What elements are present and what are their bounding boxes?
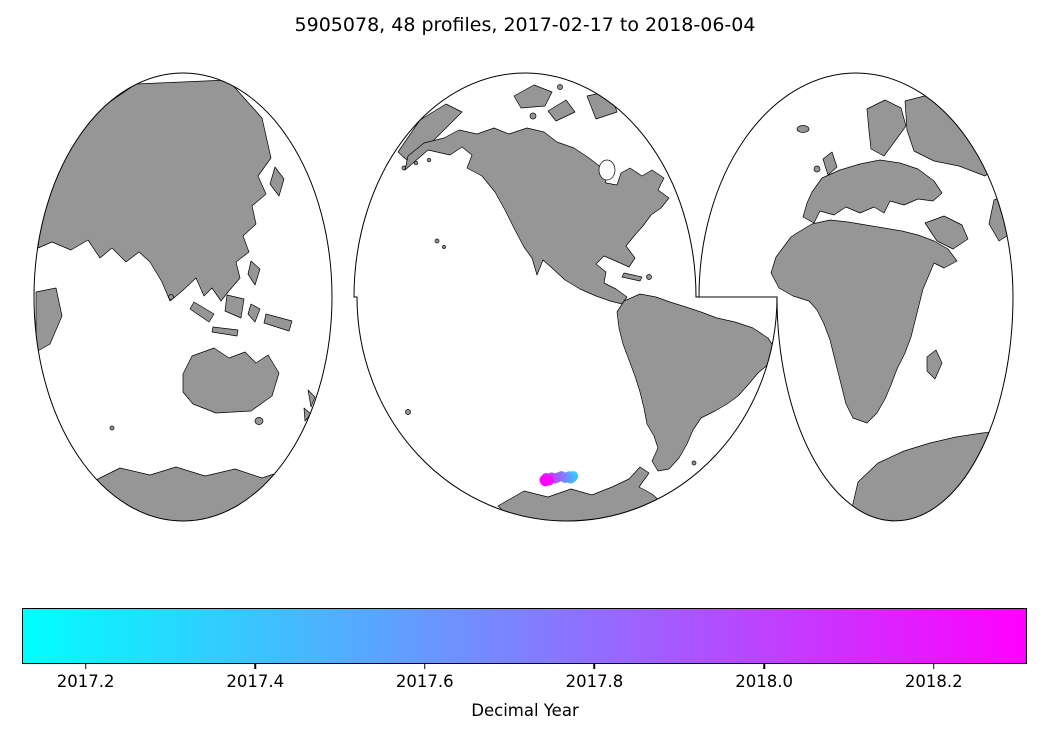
island-borneo <box>224 294 245 319</box>
island-new-guinea <box>263 313 293 332</box>
landmass-antarctica-left <box>91 466 303 521</box>
landmass-arabia <box>924 215 969 250</box>
colorbar-tick-label: 2017.4 <box>226 672 285 691</box>
lobe-left-outline <box>33 72 333 522</box>
world-map <box>33 72 1014 522</box>
island-dot <box>405 409 411 415</box>
colorbar-tick <box>84 664 87 669</box>
colorbar-tick-label: 2018.0 <box>735 672 793 691</box>
continents <box>35 79 1013 521</box>
colorbar-gradient <box>22 608 1027 664</box>
colorbar-tick <box>763 664 765 669</box>
island-hispaniola <box>646 274 652 280</box>
island-philippines <box>247 260 261 286</box>
island-new-zealand-north <box>307 389 316 408</box>
island-tasmania <box>254 417 264 425</box>
island-sulawesi <box>247 303 261 323</box>
landmass-africa <box>770 219 958 424</box>
island-falklands <box>691 460 697 466</box>
island-hawaii <box>442 245 446 249</box>
landmass-asia <box>37 79 272 302</box>
profile-point <box>543 475 554 486</box>
island-arctic-dot <box>529 112 537 120</box>
island-arctic-dot <box>557 84 563 90</box>
island-sumatra <box>189 301 215 323</box>
colorbar-tick <box>593 664 596 669</box>
island-britain <box>822 151 838 176</box>
island-ireland <box>813 165 821 173</box>
hudson-bay <box>598 159 616 181</box>
plot-title: 5905078, 48 profiles, 2017-02-17 to 2018… <box>294 14 756 36</box>
island-aleutian <box>413 160 419 166</box>
profile-points <box>539 471 579 487</box>
island-iceland <box>796 125 810 133</box>
island-cuba <box>621 272 643 282</box>
landmass-antarctica-middle <box>497 466 662 521</box>
island-java <box>211 326 239 337</box>
colorbar-tick-label: 2017.2 <box>56 672 115 691</box>
colorbar-tick <box>932 664 935 669</box>
island-arctic-1 <box>513 84 553 109</box>
island-dot <box>109 425 115 431</box>
colorbar-tick-label: 2017.6 <box>395 672 454 691</box>
colorbar-tick <box>424 664 426 669</box>
island-madagascar <box>926 349 943 380</box>
landmass-australia <box>182 347 280 414</box>
landmass-scandinavia <box>866 99 907 157</box>
island-sri-lanka <box>168 294 174 300</box>
colorbar-tick <box>254 664 256 669</box>
lobe-right-outline <box>698 72 1014 522</box>
landmass-south-america <box>616 293 777 472</box>
island-arctic-2 <box>547 99 576 122</box>
colorbar-axis-label: Decimal Year <box>471 701 579 720</box>
island-aleutian <box>426 157 432 163</box>
lobe-outlines <box>33 72 1014 522</box>
colorbar-ticks: 2017.2 2017.4 2017.6 2017.8 2018.0 2018.2 <box>22 664 1027 698</box>
landmass-europe <box>802 159 943 224</box>
island-new-zealand-south <box>303 407 312 422</box>
island-japan <box>269 166 285 197</box>
colorbar-tick-label: 2017.8 <box>565 672 624 691</box>
island-hawaii <box>434 238 440 244</box>
colorbar-tick-label: 2018.2 <box>904 672 963 691</box>
